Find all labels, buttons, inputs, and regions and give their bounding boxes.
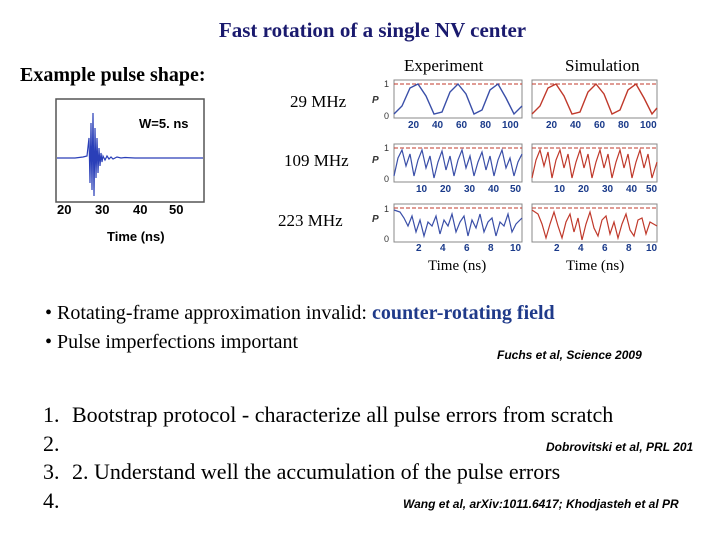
ytick-1: 1 [384, 79, 389, 89]
simulation-panel-29mhz [531, 79, 658, 119]
pulse-xtick: 30 [95, 202, 110, 217]
bullet-1: • Rotating-frame approximation invalid: … [45, 302, 555, 324]
r1-sim-xtick: 40 [570, 120, 582, 131]
simulation-panel-109mhz [531, 143, 658, 183]
pulse-xtick: 50 [169, 202, 184, 217]
ytick-0: 0 [384, 234, 389, 244]
r2-sim-xtick: 20 [578, 184, 590, 195]
list-item-3: 2. Understand well the accumulation of t… [72, 459, 561, 484]
r2-exp-xtick: 20 [440, 184, 452, 195]
r2-exp-xtick: 40 [488, 184, 500, 195]
r1-sim-xtick: 60 [594, 120, 606, 131]
r1-exp-xtick: 20 [408, 120, 420, 131]
bullet-1-text: Rotating-frame approximation invalid: [57, 302, 372, 324]
pulse-xlabel: Time (ns) [107, 229, 165, 244]
r2-sim-xtick: 50 [646, 184, 658, 195]
bullet-2: • Pulse imperfections important [45, 331, 299, 353]
r3-exp-xtick: 4 [440, 243, 446, 254]
r3-sim-xtick: 2 [554, 243, 560, 254]
list-number: 3. [43, 459, 60, 484]
simulation-header: Simulation [565, 56, 640, 75]
r2-exp-xtick: 30 [464, 184, 476, 195]
citation-fuchs: Fuchs et al, Science 2009 [497, 348, 642, 362]
experiment-panel-29mhz [393, 79, 523, 119]
example-pulse-label: Example pulse shape: [20, 64, 206, 86]
ytick-1: 1 [384, 143, 389, 153]
bullet-2-text: Pulse imperfections important [57, 331, 299, 353]
pulse-xtick: 20 [57, 202, 72, 217]
list-number: 1. [43, 402, 60, 427]
frequency-label-29: 29 MHz [290, 92, 347, 111]
frequency-label-223: 223 MHz [278, 211, 343, 230]
r3-sim-xtick: 6 [602, 243, 608, 254]
r2-sim-xtick: 40 [626, 184, 638, 195]
simulation-xlabel: Time (ns) [566, 258, 625, 274]
citation-dobrovitski: Dobrovitski et al, PRL 201 [546, 440, 694, 454]
ylabel-row3: P [372, 214, 379, 225]
r1-exp-xtick: 60 [456, 120, 468, 131]
experiment-header: Experiment [404, 56, 484, 75]
slide-title: Fast rotation of a single NV center [218, 18, 527, 42]
rabi-panels: P P P 1 0 1 0 1 0 20 40 60 80 100 20 40 … [372, 79, 658, 254]
ytick-0: 0 [384, 174, 389, 184]
r3-exp-xtick: 6 [464, 243, 470, 254]
simulation-panel-223mhz [531, 203, 658, 243]
r1-sim-xtick: 100 [640, 120, 657, 131]
r2-exp-xtick: 10 [416, 184, 428, 195]
pulse-shape-plot: W=5. ns [55, 98, 205, 203]
ylabel-row1: P [372, 95, 379, 106]
r1-sim-xtick: 20 [546, 120, 558, 131]
r3-exp-xtick: 10 [510, 243, 522, 254]
ytick-1: 1 [384, 204, 389, 214]
r3-sim-xtick: 8 [626, 243, 632, 254]
r3-exp-xtick: 2 [416, 243, 422, 254]
pulse-xtick: 40 [133, 202, 148, 217]
r3-sim-xtick: 4 [578, 243, 584, 254]
r2-sim-xtick: 30 [602, 184, 614, 195]
ytick-0: 0 [384, 111, 389, 121]
citation-wang-khodjasteh: Wang et al, arXiv:1011.6417; Khodjasteh … [403, 497, 679, 511]
bullet-1-highlight: counter-rotating field [371, 302, 555, 324]
experiment-xlabel: Time (ns) [428, 258, 487, 274]
r1-exp-xtick: 100 [502, 120, 519, 131]
pulse-width-annotation: W=5. ns [139, 116, 189, 131]
frequency-label-109: 109 MHz [284, 151, 349, 170]
experiment-panel-109mhz [393, 143, 523, 183]
r1-exp-xtick: 80 [480, 120, 492, 131]
experiment-panel-223mhz [393, 203, 523, 243]
r1-sim-xtick: 80 [618, 120, 630, 131]
r1-exp-xtick: 40 [432, 120, 444, 131]
r2-exp-xtick: 50 [510, 184, 522, 195]
r3-sim-xtick: 10 [646, 243, 658, 254]
r3-exp-xtick: 8 [488, 243, 494, 254]
ylabel-row2: P [372, 155, 379, 166]
list-number: 4. [43, 488, 60, 513]
list-item-1: Bootstrap protocol - characterize all pu… [72, 402, 614, 427]
r2-sim-xtick: 10 [554, 184, 566, 195]
list-number: 2. [43, 431, 60, 456]
